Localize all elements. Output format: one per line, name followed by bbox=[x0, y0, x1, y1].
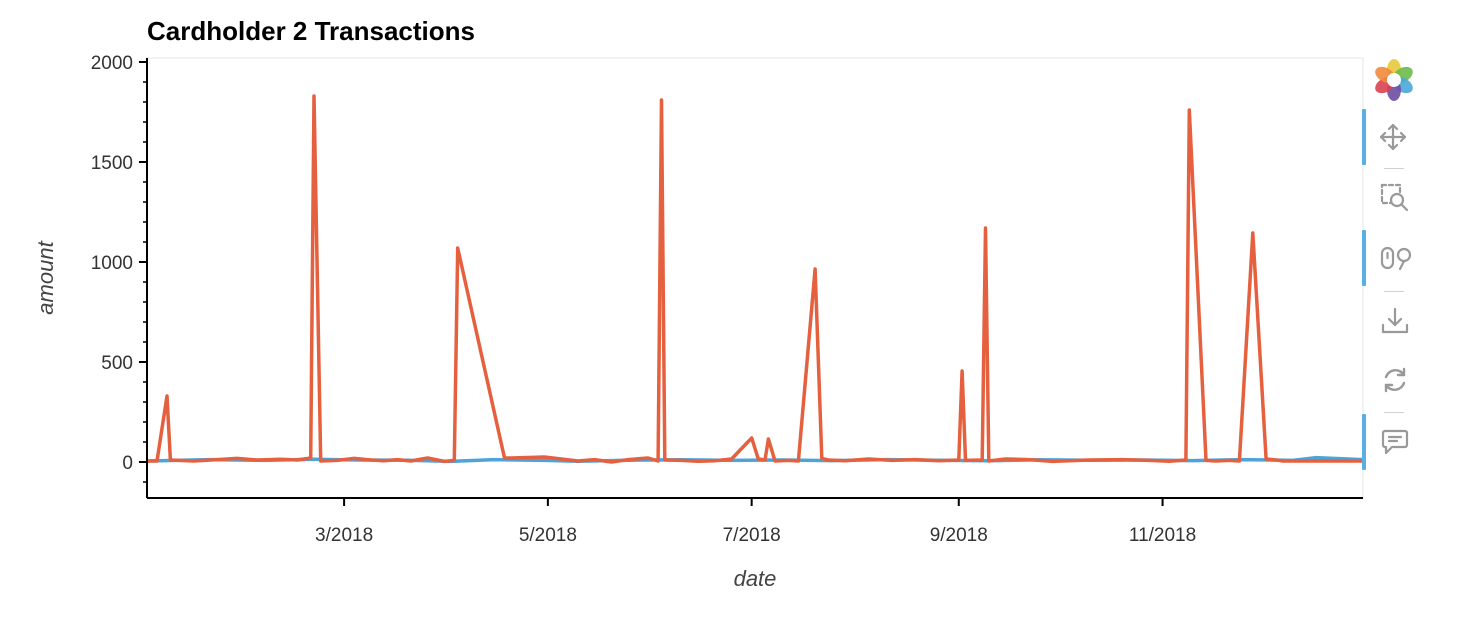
chart-title: Cardholder 2 Transactions bbox=[147, 16, 475, 46]
bokeh-logo[interactable] bbox=[1362, 52, 1422, 108]
y-tick-label: 2000 bbox=[91, 53, 133, 74]
series-layer bbox=[146, 94, 1364, 464]
download-icon bbox=[1381, 307, 1409, 334]
wheel-zoom-icon bbox=[1380, 246, 1412, 271]
hover-tool[interactable] bbox=[1362, 414, 1422, 470]
toolbar-separator bbox=[1384, 168, 1404, 169]
pan-icon bbox=[1380, 123, 1406, 151]
series-line-2 bbox=[147, 94, 1363, 464]
toolbar-separator bbox=[1384, 291, 1404, 292]
save-tool[interactable] bbox=[1362, 293, 1422, 349]
reset-icon bbox=[1384, 367, 1406, 393]
x-tick-label: 11/2018 bbox=[1129, 525, 1196, 546]
pan-tool[interactable] bbox=[1362, 109, 1422, 165]
y-axis-label: amount bbox=[33, 240, 58, 314]
x-tick-label: 3/2018 bbox=[315, 525, 373, 546]
y-tick-label: 1500 bbox=[91, 153, 133, 174]
y-tick-label: 1000 bbox=[91, 253, 133, 274]
axes-layer: 0 500 1000 1500 2000 3/2018 5/2018 7/2018 9/2018… bbox=[91, 53, 1363, 546]
x-tick-label: 9/2018 bbox=[930, 525, 988, 546]
toolbar bbox=[1362, 52, 1422, 482]
box-zoom-icon bbox=[1380, 183, 1409, 212]
bokeh-logo-icon bbox=[1375, 59, 1413, 101]
x-tick-label: 7/2018 bbox=[723, 525, 781, 546]
reset-tool[interactable] bbox=[1362, 352, 1422, 408]
box-zoom-tool[interactable] bbox=[1362, 170, 1422, 226]
x-axis-label: date bbox=[734, 566, 777, 591]
comment-icon bbox=[1381, 429, 1409, 455]
y-tick-label: 0 bbox=[122, 453, 133, 474]
plot-frame bbox=[146, 57, 1364, 499]
toolbar-separator bbox=[1384, 412, 1404, 413]
y-tick-label: 500 bbox=[101, 353, 133, 374]
x-tick-label: 5/2018 bbox=[519, 525, 577, 546]
wheel-zoom-tool[interactable] bbox=[1362, 230, 1422, 286]
